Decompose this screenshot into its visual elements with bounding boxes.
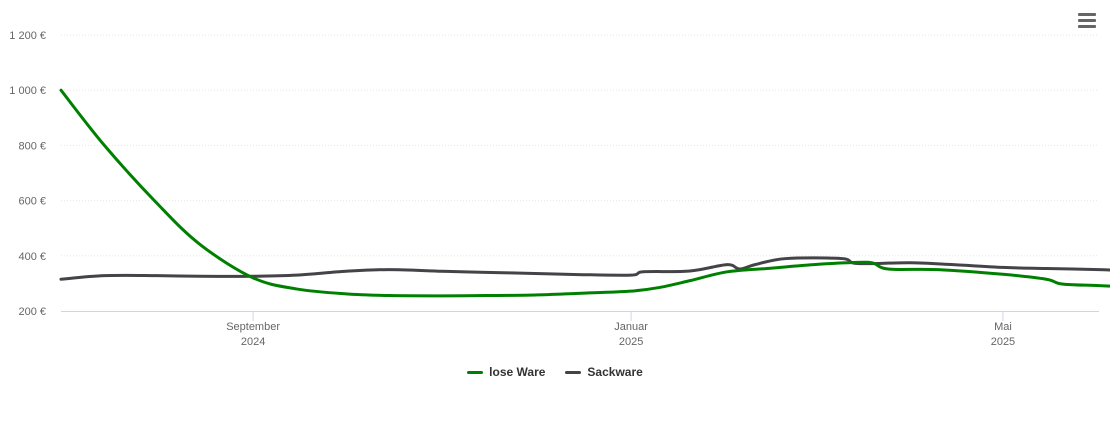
legend-swatch-sackware <box>565 370 582 374</box>
x-tick-label: September <box>226 321 280 333</box>
series-line-sackware[interactable] <box>59 256 1110 281</box>
y-tick-label: 600 € <box>18 196 46 208</box>
x-axis: September 2024 Januar 2025 Mai 2025 <box>61 311 1099 348</box>
series-line-lose-ware[interactable] <box>59 88 1110 298</box>
y-tick-label: 200 € <box>18 306 46 318</box>
x-tick-label: Mai <box>994 321 1012 333</box>
chart-menu-icon[interactable] <box>1074 10 1100 34</box>
y-tick-label: 1 200 € <box>9 30 46 42</box>
legend-label-lose-ware: lose Ware <box>489 365 546 379</box>
legend-item-lose-ware[interactable]: lose Ware <box>467 363 545 381</box>
x-tick-year-label: 2025 <box>619 336 643 348</box>
y-tick-label: 1 000 € <box>9 85 46 97</box>
x-tick-label: Januar <box>614 321 648 333</box>
grid-lines <box>61 34 1099 257</box>
legend-swatch-lose-ware <box>467 370 484 374</box>
legend: lose Ware Sackware <box>0 363 1110 381</box>
legend-label-sackware: Sackware <box>587 365 643 379</box>
x-tick-year-label: 2025 <box>991 336 1015 348</box>
y-tick-label: 800 € <box>18 140 46 152</box>
x-tick-year-label: 2024 <box>241 336 265 348</box>
y-tick-label: 400 € <box>18 251 46 263</box>
legend-item-sackware[interactable]: Sackware <box>565 363 643 381</box>
series-layer <box>59 88 1110 298</box>
y-axis: 200 € 400 € 600 € 800 € 1 000 € 1 200 € <box>9 30 46 318</box>
